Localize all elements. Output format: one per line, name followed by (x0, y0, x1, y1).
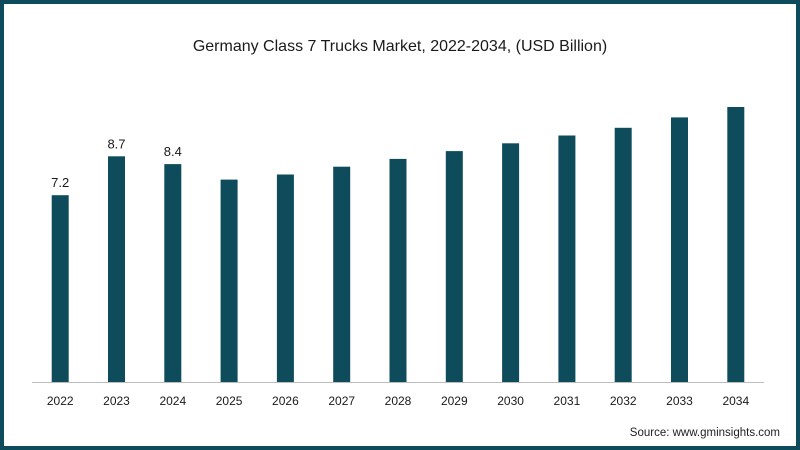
data-label-2024: 8.4 (164, 144, 182, 159)
bar-2029 (445, 151, 463, 382)
data-label-2023: 8.7 (107, 136, 125, 151)
x-tick-2027: 2027 (328, 394, 355, 408)
data-label-2022: 7.2 (51, 175, 69, 190)
bar-2032 (614, 127, 632, 382)
source-note: Source: www.gminsights.com (629, 427, 780, 439)
x-tick-2028: 2028 (385, 394, 412, 408)
bars-group (51, 107, 745, 383)
x-tick-2024: 2024 (159, 394, 186, 408)
x-tick-labels-group: 2022 2023 2024 2025 2026 2027 2028 2029 2030 2031… (47, 394, 750, 408)
bar-2033 (671, 117, 688, 383)
bar-2030 (502, 143, 520, 382)
bar-2022 (51, 195, 69, 382)
x-tick-2022: 2022 (47, 394, 74, 408)
bar-2027 (333, 166, 351, 382)
bar-2031 (558, 135, 576, 382)
bar-2026 (276, 174, 294, 382)
bar-2024 (164, 164, 182, 382)
bar-2025 (220, 179, 238, 382)
x-tick-2033: 2033 (666, 394, 693, 408)
bar-2023 (108, 156, 125, 382)
bar-2028 (389, 158, 407, 382)
x-tick-2034: 2034 (722, 394, 749, 408)
x-tick-2030: 2030 (497, 394, 524, 408)
x-tick-2025: 2025 (216, 394, 243, 408)
x-tick-2023: 2023 (103, 394, 130, 408)
x-tick-2032: 2032 (610, 394, 637, 408)
value-labels-group: 7.2 8.7 8.4 (51, 136, 182, 190)
x-tick-2031: 2031 (554, 394, 581, 408)
bar-2034 (727, 107, 745, 382)
x-tick-2026: 2026 (272, 394, 299, 408)
x-tick-2029: 2029 (441, 394, 468, 408)
chart-title: Germany Class 7 Trucks Market, 2022-2034… (192, 38, 608, 55)
